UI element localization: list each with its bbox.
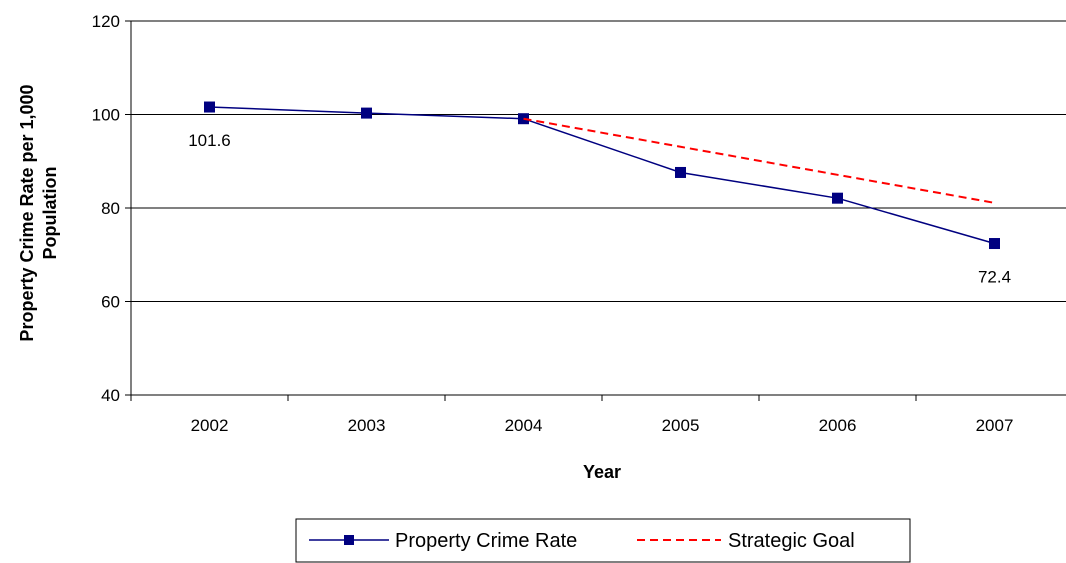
x-axis-ticks: 2002 2003 2004 2005 2006 2007 [191,416,1014,435]
y-tick-label: 80 [101,199,120,218]
legend-label-property-crime-rate: Property Crime Rate [395,530,577,552]
series-layer [204,101,1000,250]
axes [125,20,1066,401]
data-point-property-crime-rate [361,107,372,119]
x-tick-label-2004: 2004 [505,416,543,435]
x-tick-label-2002: 2002 [191,416,229,435]
gridlines [131,20,1066,302]
x-tick-label-2006: 2006 [819,416,857,435]
data-label-2002: 101.6 [188,131,231,150]
y-tick-label: 100 [92,106,120,125]
data-labels: 101.6 72.4 [188,131,1011,287]
series-line-property-crime-rate [209,106,995,245]
y-axis-title-line1: Property Crime Rate per 1,000 [17,84,37,341]
y-tick-label: 120 [92,12,120,31]
x-axis-title: Year [583,462,621,482]
data-point-property-crime-rate [204,101,215,113]
data-point-property-crime-rate [989,238,1000,250]
x-tick-label-2007: 2007 [976,416,1014,435]
legend-label-strategic-goal: Strategic Goal [728,530,855,552]
y-tick-label: 60 [101,293,120,312]
data-point-property-crime-rate [675,166,686,178]
y-axis-title: Property Crime Rate per 1,000 Population [17,84,60,341]
y-axis-title-line2: Population [40,167,60,260]
series-line-strategic-goal [523,117,995,204]
y-tick-label: 40 [101,386,120,405]
x-tick-label-2005: 2005 [662,416,700,435]
x-tick-label-2003: 2003 [348,416,386,435]
data-point-property-crime-rate [832,192,843,204]
y-axis-ticks: 40 60 80 100 120 [92,12,120,405]
legend-marker-property-crime-rate [344,535,354,545]
legend-box [295,518,911,563]
data-label-2007: 72.4 [978,268,1011,287]
legend: Property Crime Rate Strategic Goal [295,518,911,563]
